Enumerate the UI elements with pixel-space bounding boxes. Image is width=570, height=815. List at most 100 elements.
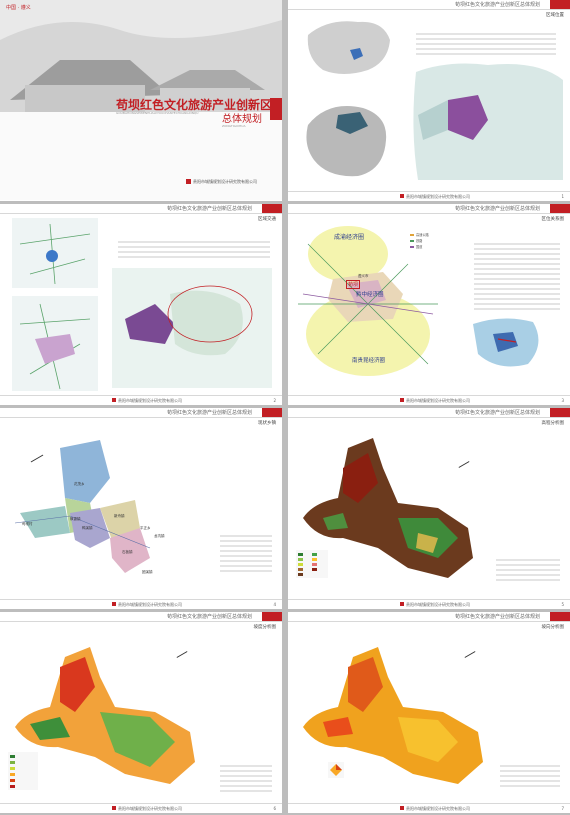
header-tab (262, 612, 282, 621)
elevation-map (296, 438, 473, 578)
legend-railway: 铁路 (416, 239, 423, 243)
section-title: 区位关系图 (541, 217, 565, 222)
page-number: 1 (561, 193, 564, 199)
page-header: 苟坝红色文化旅游产业创新区总体规划 (288, 612, 570, 622)
page-header: 苟坝红色文化旅游产业创新区总体规划 (288, 204, 570, 214)
page-region-relation: 苟坝红色文化旅游产业创新区总体规划 区位关系图 成渝经济圈 黔中经济圈 南贵昆经… (288, 204, 570, 405)
header-tab (262, 408, 282, 417)
location-maps (306, 21, 563, 180)
company-logo (400, 602, 404, 606)
page-number: 5 (561, 601, 564, 607)
township-label-fengxiang: 枫香镇 (70, 517, 81, 521)
cover-pinyin-2: ZONGTIGUIHUA (222, 124, 246, 128)
section-title: 高程分析图 (541, 421, 565, 426)
footer-company: 贵阳市城镇规划设计研究院有限公司 (118, 397, 182, 403)
circle-label-nanguikun: 南贵昆经济圈 (352, 358, 386, 364)
page-number: 4 (273, 601, 276, 607)
cover-title: 苟坝红色文化旅游产业创新区 (116, 98, 273, 112)
header-title: 苟坝红色文化旅游产业创新区总体规划 (454, 2, 540, 8)
page-footer: 贵阳市城镇规划设计研究院有限公司 2 (0, 395, 282, 405)
company-logo (400, 398, 404, 402)
cover-photo (0, 0, 282, 200)
header-tab (550, 408, 570, 417)
township-label-xinzhou: 新舟镇 (114, 514, 125, 518)
section-title: 区域交通 (258, 217, 276, 222)
header-title: 苟坝红色文化旅游产业创新区总体规划 (166, 206, 252, 212)
footer-company: 贵阳市城镇规划设计研究院有限公司 (406, 805, 470, 811)
aspect-text-block (500, 762, 560, 788)
township-label-huamao: 花茂乡 (74, 482, 85, 486)
cover-logo (186, 179, 191, 184)
footer-company: 贵阳市城镇规划设计研究院有限公司 (406, 397, 470, 403)
page-header: 苟坝红色文化旅游产业创新区总体规划 (0, 612, 282, 622)
township-label-pingzheng: 平正乡 (140, 526, 151, 530)
slope-text-block (220, 762, 272, 792)
legend-highway: 高速公路 (416, 233, 429, 237)
page-number: 3 (561, 397, 564, 403)
header-tab (550, 612, 570, 621)
cover-location-tag: 中国 · 遵义 (6, 4, 31, 11)
footer-company: 贵阳市城镇规划设计研究院有限公司 (406, 601, 470, 607)
page-elevation: 苟坝红色文化旅游产业创新区总体规划 高程分析图 贵阳市城镇规划设计研究院有限公司… (288, 408, 570, 609)
cover-company: 贵阳市城镇规划设计研究院有限公司 (193, 179, 257, 184)
company-logo (112, 602, 116, 606)
page-footer: 贵阳市城镇规划设计研究院有限公司 1 (288, 191, 570, 201)
township-label-shiban: 石板镇 (122, 550, 133, 554)
slope-map (8, 647, 195, 790)
circle-label-chengyu: 成渝经济圈 (334, 234, 365, 241)
company-logo (400, 806, 404, 810)
page-number: 2 (273, 397, 276, 403)
company-logo (400, 194, 404, 198)
header-tab (550, 204, 570, 213)
page-footer: 贵阳市城镇规划设计研究院有限公司 7 (288, 803, 570, 813)
legend-national-road: 国道 (416, 245, 423, 249)
company-logo (112, 806, 116, 810)
header-title: 苟坝红色文化旅游产业创新区总体规划 (454, 410, 540, 416)
cover-tag-prefix: 中国 · (6, 5, 21, 11)
township-text-block (220, 532, 272, 574)
footer-company: 贵阳市城镇规划设计研究院有限公司 (118, 805, 182, 811)
header-title: 苟坝红色文化旅游产业创新区总体规划 (454, 614, 540, 620)
cover-accent-bar (270, 98, 282, 120)
page-footer: 贵阳市城镇规划设计研究院有限公司 3 (288, 395, 570, 405)
cover-page: 中国 · 遵义 苟坝红色文化旅游产业创新区 GOUBAHONGSEWENHUAL… (0, 0, 282, 201)
cover-tag-place: 遵义 (20, 5, 31, 11)
intro-text-block (416, 30, 556, 58)
cover-pinyin: GOUBAHONGSEWENHUALVYOUCHANYECHUANGXINQU (116, 111, 199, 115)
page-header: 苟坝红色文化旅游产业创新区总体规划 (288, 408, 570, 418)
page-footer: 贵阳市城镇规划设计研究院有限公司 6 (0, 803, 282, 813)
page-townships: 苟坝红色文化旅游产业创新区总体规划 现状乡镇 花茂乡 枫香镇 苟坝村 鸭溪镇 新… (0, 408, 282, 609)
section-title: 区域位置 (546, 13, 564, 18)
page-header: 苟坝红色文化旅游产业创新区总体规划 (0, 408, 282, 418)
page-footer: 贵阳市城镇规划设计研究院有限公司 4 (0, 599, 282, 609)
header-tab (550, 0, 570, 9)
aspect-map (303, 647, 483, 784)
traffic-maps (12, 218, 272, 391)
page-aspect: 苟坝红色文化旅游产业创新区总体规划 坡向分析图 贵阳市城镇规划设计研究院有限公司… (288, 612, 570, 813)
page-region-traffic: 苟坝红色文化旅游产业创新区总体规划 区域交通 贵阳市城镇规划设计研究院有限公司 2 (0, 204, 282, 405)
header-title: 苟坝红色文化旅游产业创新区总体规划 (454, 206, 540, 212)
relation-text-block (474, 240, 560, 310)
page-region-location: 苟坝红色文化旅游产业创新区总体规划 区域位置 贵阳市城镇规划设计研究院有限公司 1 (288, 0, 570, 201)
city-label-zunyi: 遵义市 (358, 274, 369, 278)
page-slope: 苟坝红色文化旅游产业创新区总体规划 坡度分析图 贵阳市城镇规划设计研究院有限公司… (0, 612, 282, 813)
footer-company: 贵阳市城镇规划设计研究院有限公司 (406, 193, 470, 199)
header-tab (262, 204, 282, 213)
circle-label-qianzhong: 黔中经济圈 (356, 292, 384, 298)
township-label-longkeng: 龙坑镇 (154, 534, 165, 538)
section-title: 坡向分析图 (541, 625, 565, 630)
township-label-yaxi: 鸭溪镇 (82, 526, 93, 530)
section-title: 现状乡镇 (258, 421, 276, 426)
township-label-gouba: 苟坝村 (22, 522, 33, 526)
township-label-tuanxi: 团溪镇 (142, 570, 153, 574)
cover-subtitle: 总体规划 (222, 114, 262, 125)
township-map (14, 440, 151, 573)
page-number: 6 (273, 805, 276, 811)
header-title: 苟坝红色文化旅游产业创新区总体规划 (166, 614, 252, 620)
page-header: 苟坝红色文化旅游产业创新区总体规划 (0, 204, 282, 214)
footer-company: 贵阳市城镇规划设计研究院有限公司 (118, 601, 182, 607)
company-logo (112, 398, 116, 402)
section-title: 坡度分析图 (253, 625, 277, 630)
traffic-text-block (118, 238, 270, 260)
site-label-gouba: 苟坝 (346, 280, 361, 289)
